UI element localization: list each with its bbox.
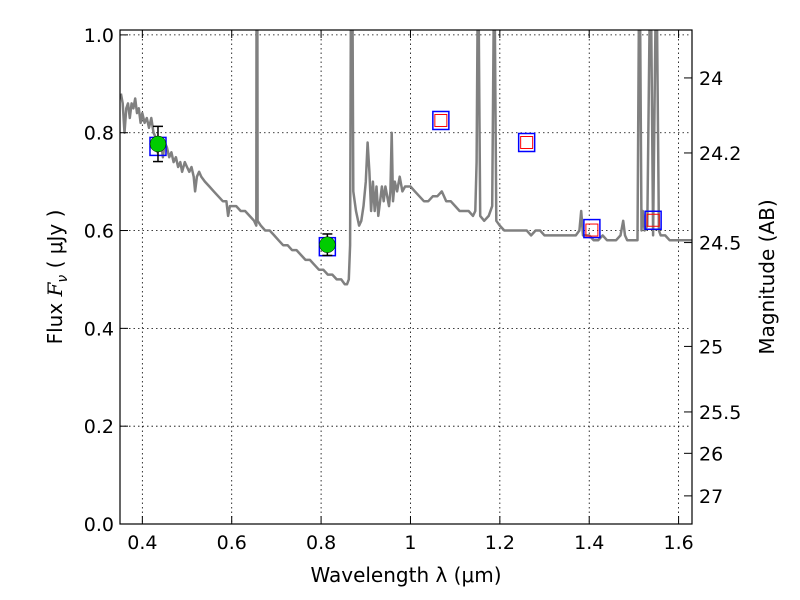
right-tick-label: 24.5 bbox=[699, 233, 741, 255]
right-tick-label: 24 bbox=[699, 68, 723, 90]
photometry-markers bbox=[149, 110, 662, 257]
y-tick-label: 1.0 bbox=[84, 25, 114, 47]
y-tick-label: 0.8 bbox=[84, 123, 114, 145]
y-tick-label: 0.4 bbox=[84, 318, 114, 340]
y-axis-title-symbol: F bbox=[43, 281, 67, 297]
x-tick-label: 0.6 bbox=[217, 532, 247, 554]
model-photometry-box bbox=[517, 132, 536, 153]
model-photometry-box bbox=[432, 110, 450, 131]
x-axis-title: Wavelength λ (μm) bbox=[310, 563, 501, 587]
x-tick-label: 0.8 bbox=[306, 532, 336, 554]
y-tick-label: 0.0 bbox=[84, 514, 114, 536]
y-axis-title-pre: Flux bbox=[43, 296, 67, 344]
x-tick-label: 1 bbox=[404, 532, 416, 554]
right-tick-label: 27 bbox=[699, 486, 723, 508]
sed-model-line bbox=[120, 30, 692, 286]
x-tick-label: 0.4 bbox=[127, 532, 157, 554]
right-axis-title: Magnitude (AB) bbox=[755, 199, 779, 354]
measured-point bbox=[319, 236, 336, 253]
upper-limit-box bbox=[646, 213, 660, 227]
right-axis-ticks: 24 24.2 24.5 25 25.5 26 27 bbox=[684, 68, 741, 508]
y-tick-label: 0.6 bbox=[84, 221, 114, 243]
measured-point bbox=[149, 135, 167, 153]
right-tick-label: 25 bbox=[699, 336, 723, 358]
upper-limit-box bbox=[520, 135, 534, 149]
plot-content bbox=[120, 30, 692, 286]
y-tick-label: 0.2 bbox=[84, 416, 114, 438]
y-axis-ticks: 0.0 0.2 0.4 0.6 0.8 1.0 bbox=[84, 25, 128, 536]
x-axis-ticks: 0.4 0.6 0.8 1 1.2 1.4 1.6 bbox=[127, 30, 694, 554]
x-tick-label: 1.2 bbox=[485, 532, 515, 554]
model-photometry-box bbox=[644, 210, 662, 231]
x-tick-label: 1.6 bbox=[663, 532, 693, 554]
plot-frame bbox=[119, 29, 693, 525]
right-tick-label: 24.2 bbox=[699, 143, 741, 165]
right-tick-label: 25.5 bbox=[699, 402, 741, 424]
y-axis-title-post: ( μJy ) bbox=[43, 210, 67, 275]
upper-limit-box bbox=[434, 113, 448, 127]
right-tick-label: 26 bbox=[699, 443, 723, 465]
upper-limit-box bbox=[585, 223, 599, 237]
model-photometry-box bbox=[583, 218, 601, 239]
y-axis-title: Flux Fν ( μJy ) bbox=[43, 210, 71, 345]
x-tick-label: 1.4 bbox=[574, 532, 604, 554]
y-axis-title-subscript: ν bbox=[55, 275, 71, 283]
